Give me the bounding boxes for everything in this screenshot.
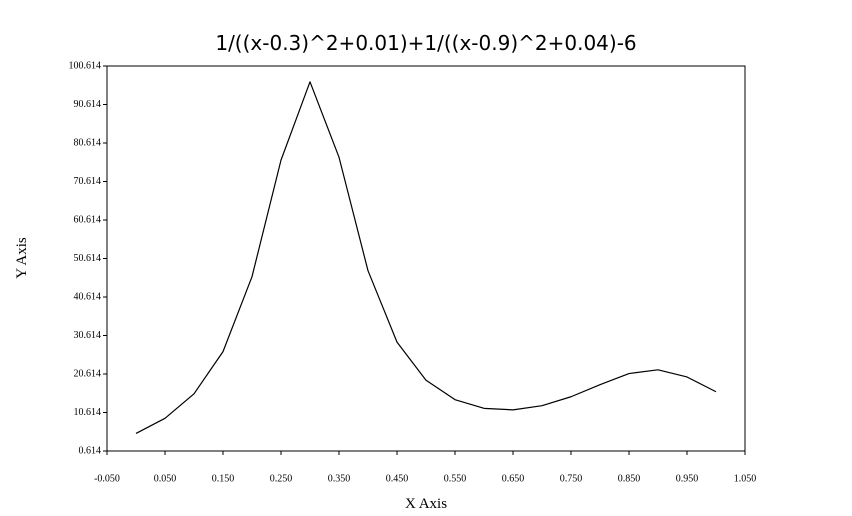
y-tick-label: 70.614 [74, 176, 102, 187]
x-axis-title: X Axis [405, 496, 447, 512]
x-tick-label: 1.050 [734, 473, 757, 484]
y-tick-label: 10.614 [74, 407, 102, 418]
x-tick-label: -0.050 [94, 473, 120, 484]
chart-title: 1/((x-0.3)^2+0.01)+1/((x-0.9)^2+0.04)-6 [215, 31, 636, 55]
y-tick-label: 60.614 [74, 214, 102, 225]
x-tick-label: 0.250 [270, 473, 293, 484]
x-tick-label: 0.450 [386, 473, 409, 484]
y-tick-label: 100.614 [69, 60, 102, 71]
x-tick-label: 0.150 [212, 473, 235, 484]
y-tick-label: 30.614 [74, 330, 102, 341]
y-axis-title: Y Axis [14, 237, 30, 279]
x-tick-label: 0.650 [502, 473, 525, 484]
x-tick-label: 0.550 [444, 473, 467, 484]
y-tick-label: 0.614 [79, 445, 102, 456]
x-tick-label: 0.050 [154, 473, 177, 484]
line [135, 81, 717, 434]
x-tick-label: 0.850 [618, 473, 641, 484]
x-tick-label: 0.350 [328, 473, 351, 484]
y-tick-label: 90.614 [74, 99, 102, 110]
y-tick-label: 80.614 [74, 137, 102, 148]
x-tick-label: 0.950 [676, 473, 699, 484]
plot-frame [106, 65, 746, 452]
y-tick-label: 20.614 [74, 368, 102, 379]
x-tick-label: 0.750 [560, 473, 583, 484]
y-tick-label: 40.614 [74, 291, 102, 302]
y-tick-label: 50.614 [74, 253, 102, 264]
